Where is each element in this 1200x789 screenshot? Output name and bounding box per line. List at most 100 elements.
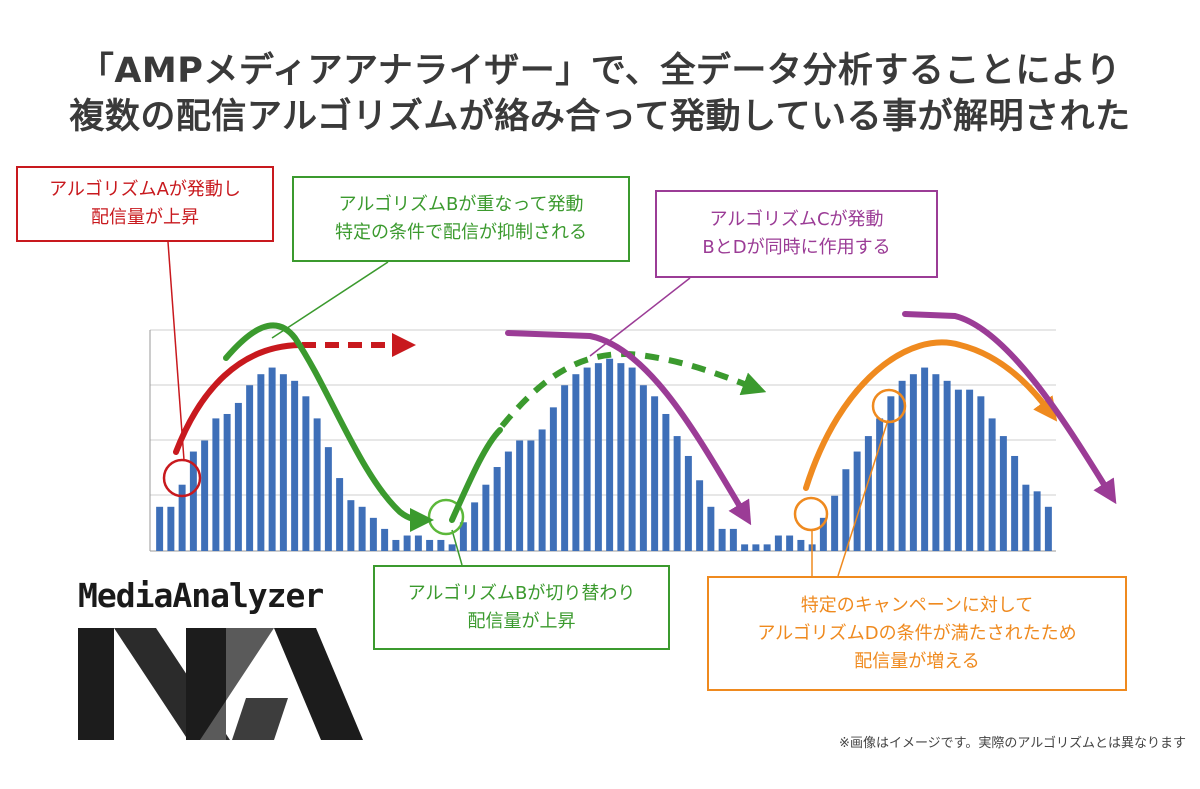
- callout-d-line3: 配信量が増える: [854, 650, 980, 672]
- bar-30: [493, 467, 501, 551]
- callout-b-line2: 特定の条件で配信が抑制される: [335, 222, 587, 243]
- bar-65: [887, 396, 895, 551]
- callout-algorithm-a: アルゴリズムAが発動し 配信量が上昇: [16, 166, 274, 242]
- algorithm-c-curve-1: [505, 330, 752, 526]
- algorithm-a-curve: [173, 342, 303, 455]
- algorithm-b-curve: [223, 322, 434, 532]
- bar-61: [842, 469, 850, 551]
- bar-0: [156, 506, 164, 551]
- bar-74: [988, 418, 996, 551]
- bar-46: [673, 436, 681, 551]
- bar-series: [156, 358, 1052, 551]
- bar-19: [369, 517, 377, 551]
- bar-50: [718, 528, 726, 551]
- bar-27: [459, 522, 467, 551]
- footnote: ※画像はイメージです。実際のアルゴリズムとは異なります: [839, 736, 1186, 751]
- bar-15: [324, 447, 332, 551]
- bar-66: [898, 380, 906, 551]
- bar-22: [403, 535, 411, 551]
- bar-73: [977, 396, 985, 551]
- callout-a-line2: 配信量が上昇: [91, 207, 199, 228]
- bar-72: [966, 389, 974, 551]
- bar-23: [414, 535, 422, 551]
- bar-8: [246, 385, 254, 551]
- algorithm-b2-curve: [449, 427, 503, 523]
- bar-71: [954, 389, 962, 551]
- title-line-1: 「AMPメディアアナライザー」で、全データ分析することにより: [78, 51, 1122, 91]
- callout-b2-line1: アルゴリズムBが切り替わり: [407, 582, 636, 604]
- bar-6: [223, 413, 231, 551]
- callout-algorithm-b-switch: アルゴリズムBが切り替わり 配信量が上昇: [373, 565, 670, 650]
- bar-29: [482, 484, 490, 551]
- bar-12: [291, 380, 299, 551]
- leader-line-d2: [837, 419, 889, 577]
- bar-64: [876, 418, 884, 551]
- bar-25: [437, 539, 445, 551]
- bar-56: [786, 535, 794, 551]
- bar-68: [921, 367, 929, 551]
- bar-2: [178, 484, 186, 551]
- bar-24: [426, 539, 434, 551]
- logo-wordmark: MediaAnalyzer: [78, 576, 324, 615]
- bar-33: [527, 440, 535, 551]
- bar-63: [864, 436, 872, 551]
- bar-28: [471, 502, 479, 551]
- bar-9: [257, 374, 265, 551]
- leader-line-b: [271, 261, 389, 339]
- bar-21: [392, 539, 400, 551]
- bar-40: [606, 358, 614, 551]
- leader-line-b2: [451, 529, 463, 566]
- bar-10: [268, 367, 276, 551]
- bar-39: [594, 363, 602, 551]
- bar-62: [853, 451, 861, 551]
- callout-algorithm-b: アルゴリズムBが重なって発動 特定の条件で配信が抑制される: [292, 176, 630, 262]
- algorithm-d-curve: [803, 339, 1058, 491]
- callout-a-line1: アルゴリズムAが発動し: [49, 179, 241, 200]
- bar-55: [774, 535, 782, 551]
- bar-13: [302, 396, 310, 551]
- callout-b-line1: アルゴリズムBが重なって発動: [338, 194, 584, 215]
- bar-3: [189, 451, 197, 551]
- bar-49: [707, 506, 715, 551]
- leader-line-a: [167, 241, 185, 461]
- algorithm-c-curve-2: [902, 311, 1117, 505]
- bar-69: [932, 374, 940, 551]
- bar-16: [336, 478, 344, 551]
- bar-38: [583, 367, 591, 551]
- title-line-2: 複数の配信アルゴリズムが絡み合って発動している事が解明された: [69, 97, 1131, 137]
- bar-14: [313, 418, 321, 551]
- bar-60: [831, 495, 839, 551]
- leader-line-c: [589, 277, 691, 357]
- bar-52: [741, 544, 749, 551]
- bar-4: [201, 440, 209, 551]
- bar-78: [1033, 491, 1041, 551]
- bar-1: [167, 506, 175, 551]
- bar-54: [763, 544, 771, 551]
- logo-ma-icon: [78, 628, 363, 740]
- callout-d-line1: 特定のキャンペーンに対して: [800, 594, 1034, 616]
- bar-45: [662, 413, 670, 551]
- bar-7: [234, 402, 242, 551]
- bar-32: [516, 440, 524, 551]
- bar-11: [279, 374, 287, 551]
- callout-c-line2: BとDが同時に作用する: [702, 237, 891, 258]
- callout-algorithm-c: アルゴリズムCが発動 BとDが同時に作用する: [655, 190, 938, 278]
- bar-18: [358, 506, 366, 551]
- bar-70: [943, 380, 951, 551]
- bar-47: [684, 455, 692, 551]
- highlight-circle-d1: [793, 496, 829, 532]
- bar-51: [729, 528, 737, 551]
- bar-35: [549, 407, 557, 551]
- bar-5: [212, 418, 220, 551]
- bar-53: [752, 544, 760, 551]
- bar-57: [797, 539, 805, 551]
- highlight-circle-d2: [871, 388, 907, 424]
- highlight-circle-a: [162, 458, 202, 498]
- callout-b2-line2: 配信量が上昇: [467, 610, 576, 632]
- bar-20: [381, 528, 389, 551]
- callout-algorithm-d: 特定のキャンペーンに対して アルゴリズムDの条件が満たされたため 配信量が増える: [707, 576, 1127, 691]
- bar-34: [538, 429, 546, 551]
- bar-41: [617, 363, 625, 551]
- bar-42: [628, 367, 636, 551]
